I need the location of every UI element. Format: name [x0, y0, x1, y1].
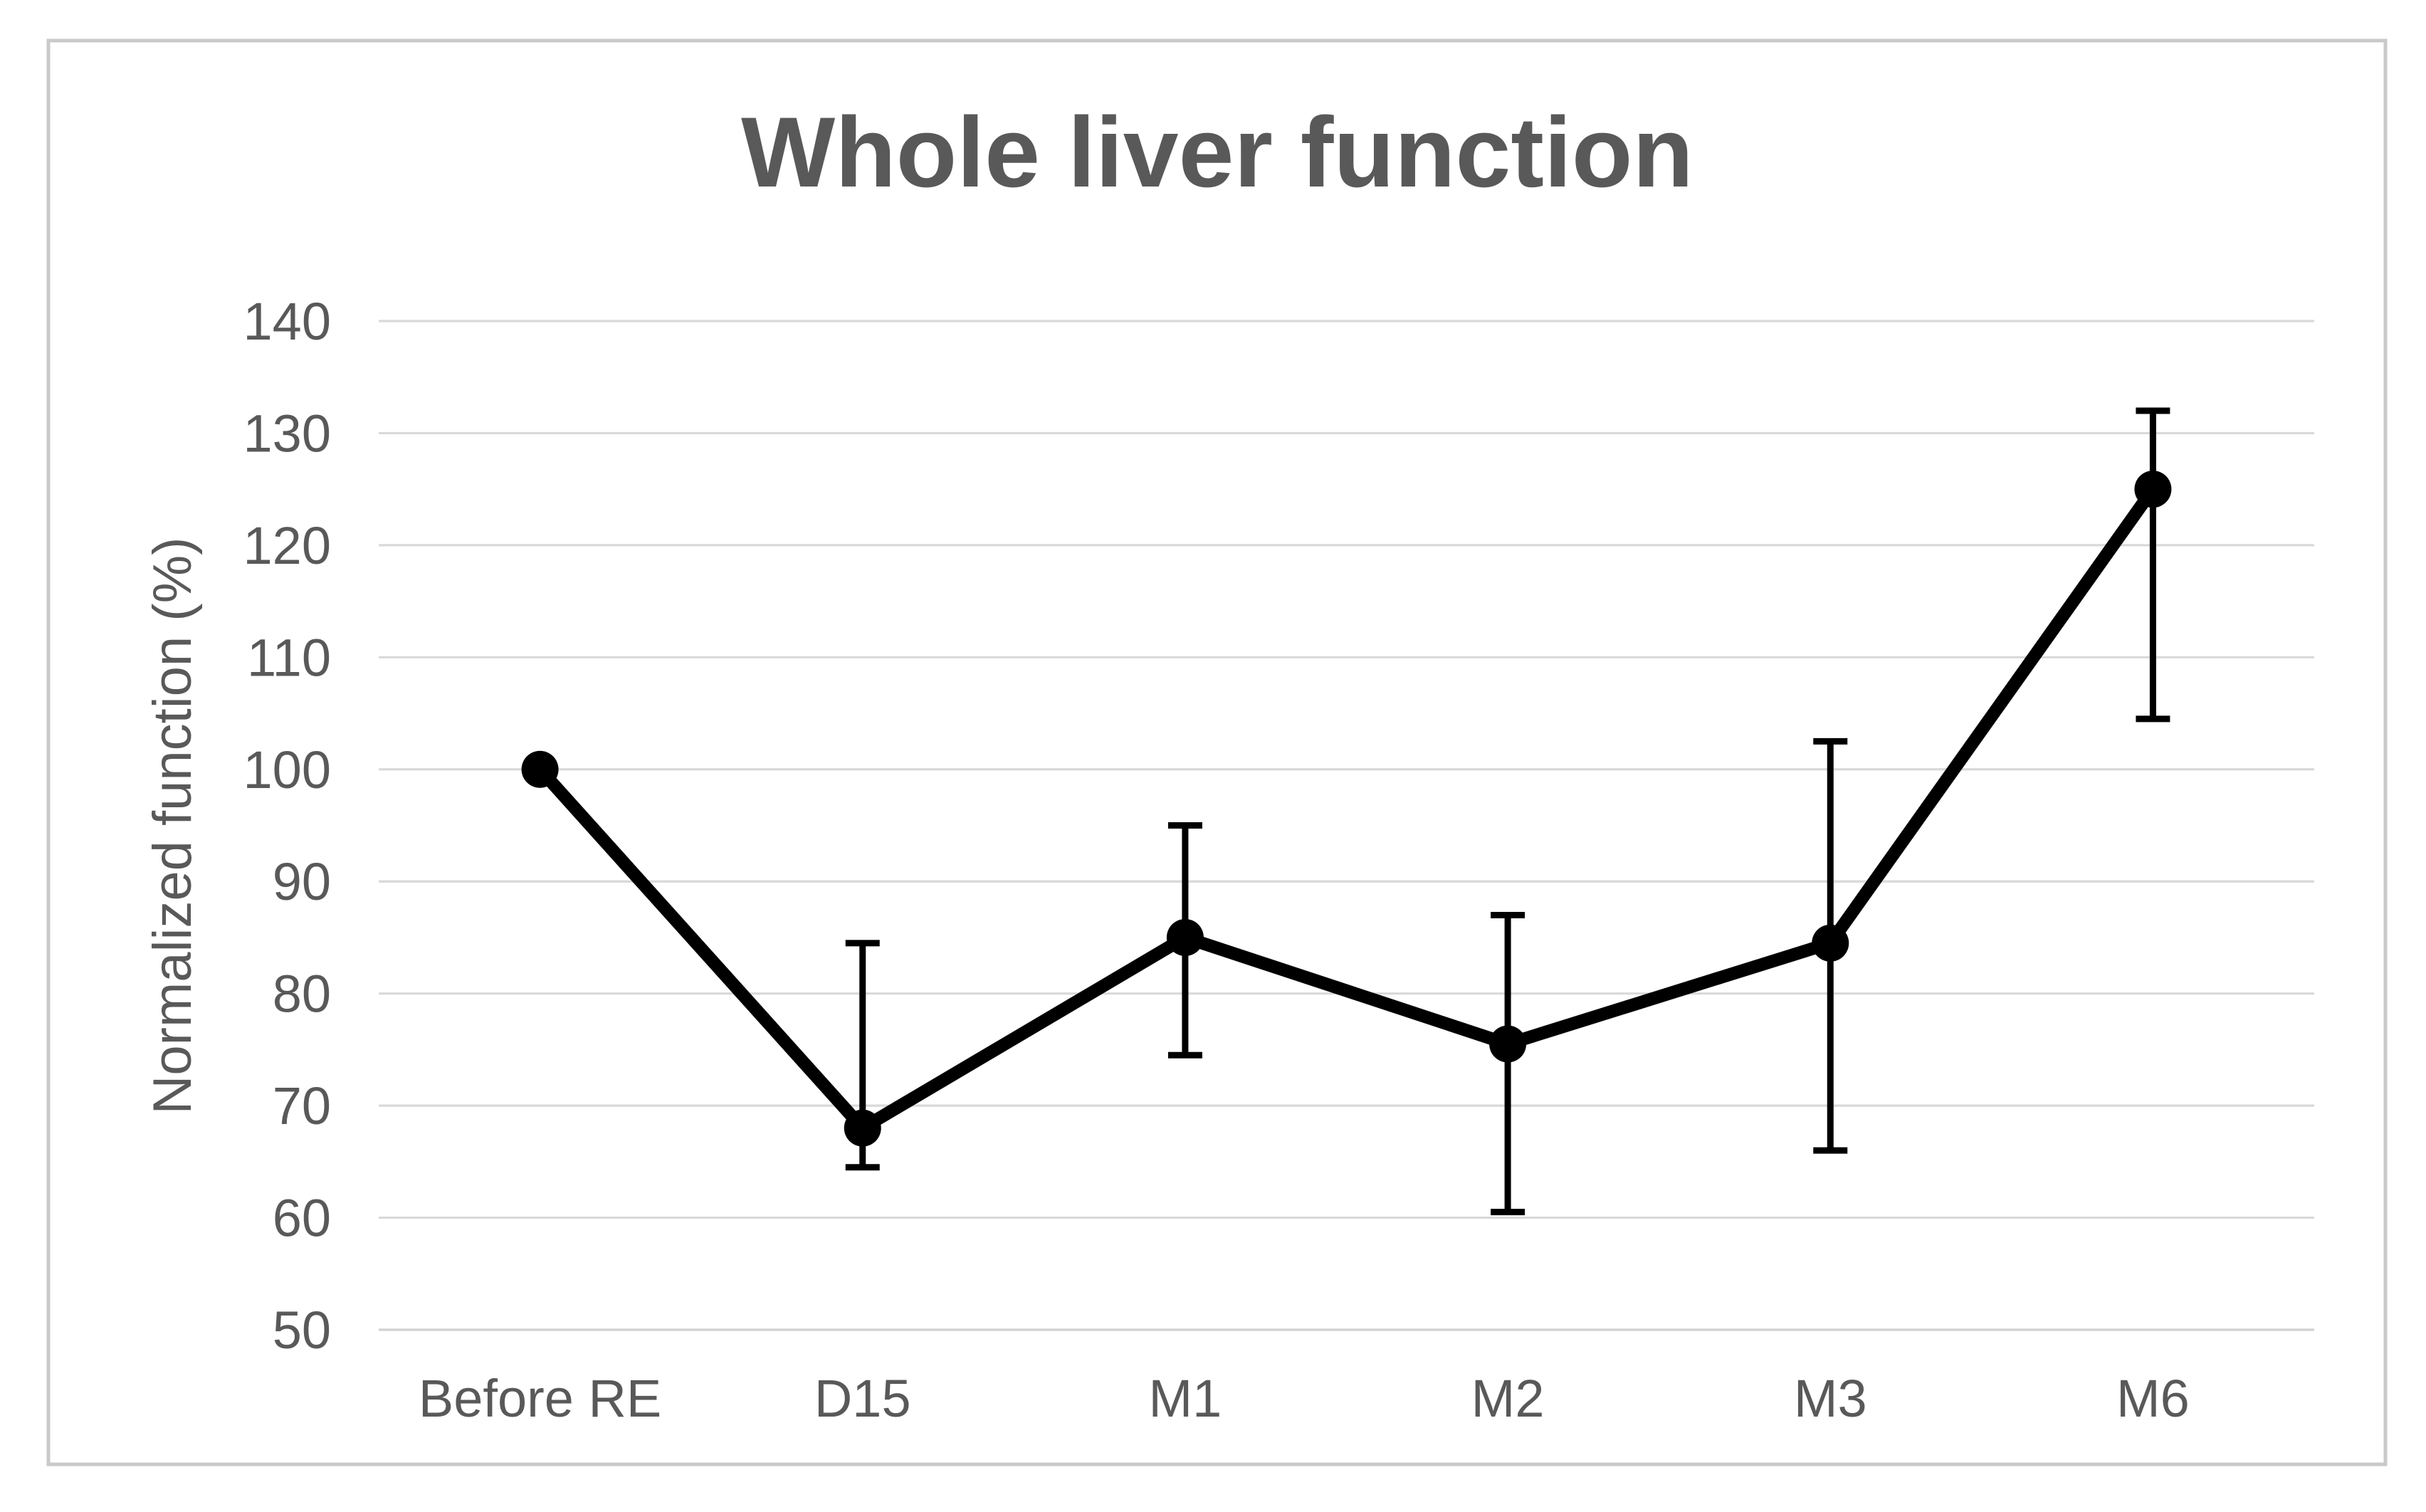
y-tick-label: 120 [243, 516, 331, 575]
y-axis-title: Normalized function (%) [142, 537, 203, 1115]
series-line-layer [533, 483, 2160, 1135]
y-tick-label: 60 [273, 1189, 331, 1248]
y-tick-label-layer: 50 60 70 80 90 100 110 120 130 140 [243, 292, 331, 1360]
x-tick-label: Before RE [419, 1369, 661, 1428]
data-point-marker [521, 750, 559, 788]
series-line [533, 483, 2160, 1135]
data-point-marker [844, 1109, 881, 1147]
x-tick-label: M6 [2116, 1369, 2190, 1428]
y-tick-label: 90 [273, 852, 331, 911]
data-point-marker [1166, 918, 1204, 956]
chart-frame [46, 38, 2388, 1466]
x-tick-label: M1 [1149, 1369, 1222, 1428]
y-tick-label: 50 [273, 1301, 331, 1360]
y-tick-label: 70 [273, 1076, 331, 1135]
x-tick-label-layer: Before RE D15 M1 M2 M3 M6 [419, 1369, 2190, 1428]
y-tick-label: 100 [243, 740, 331, 799]
x-tick-label: D15 [814, 1369, 911, 1428]
y-tick-label: 110 [247, 628, 331, 687]
data-point-marker [1489, 1025, 1527, 1063]
data-point-marker [1812, 924, 1849, 962]
x-tick-label: M2 [1471, 1369, 1545, 1428]
y-tick-label: 80 [273, 965, 331, 1024]
y-tick-label: 130 [243, 404, 331, 463]
chart-title: Whole liver function [741, 96, 1694, 208]
data-point-marker [2134, 471, 2172, 508]
y-tick-label: 140 [243, 292, 331, 351]
marker-layer [521, 471, 2172, 1147]
gridline-layer [379, 320, 2314, 1331]
x-tick-label: M3 [1794, 1369, 1867, 1428]
